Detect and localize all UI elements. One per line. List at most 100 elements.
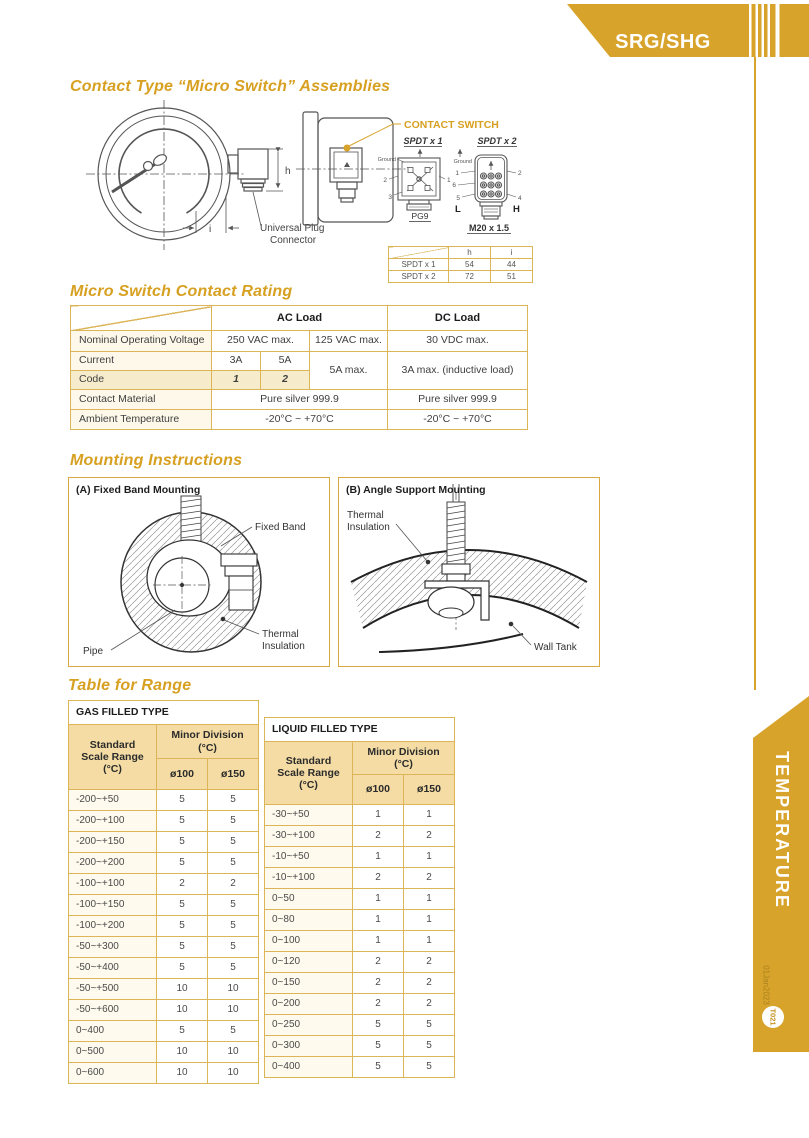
thermal-label-b1: Thermal: [347, 510, 384, 521]
table-row: AC Load DC Load: [70, 305, 529, 331]
range-cell: 0~80: [264, 909, 353, 931]
division-cell: 5: [402, 1035, 456, 1057]
page-number-badge: [762, 1006, 784, 1028]
table-row: -200~+200 5 5: [68, 852, 260, 874]
division-cell: 1: [352, 888, 404, 910]
division-cell: 1: [402, 804, 456, 826]
table-row: Ambient Temperature -20°C ~ +70°C -20°C …: [70, 409, 529, 430]
range-cell: -200~+150: [68, 831, 157, 853]
division-cell: 5: [352, 1035, 404, 1057]
liquid-filled-table: LIQUID FILLED TYPE Standard Scale Range …: [263, 717, 456, 1078]
range-cell: 0~500: [68, 1041, 157, 1063]
spdt2-pin4: 4: [518, 195, 522, 202]
table-row: -200~+50 5 5: [68, 789, 260, 811]
table-row: 0~150 2 2: [264, 972, 456, 994]
universal-plug-label-1: Universal Plug: [260, 223, 324, 234]
table-row: -200~+100 5 5: [68, 810, 260, 832]
voltage-ac2: 125 VAC max.: [308, 330, 389, 352]
division-cell: 2: [352, 993, 404, 1015]
side-tab-label: TEMPERATURE: [772, 751, 792, 909]
dim-i-label: i: [209, 224, 211, 235]
range-cell: 0~250: [264, 1014, 353, 1036]
range-cell: -50~+500: [68, 978, 157, 1000]
division-cell: 1: [352, 846, 404, 868]
d150-header: ø150: [402, 774, 456, 805]
division-cell: 5: [206, 789, 260, 811]
table-row: SPDT x 1 54 44: [388, 258, 533, 271]
table-row: -30~+50 1 1: [264, 804, 456, 826]
side-rule-line: [754, 57, 756, 690]
table-row: -10~+100 2 2: [264, 867, 456, 889]
contact-switch-leader: [348, 123, 401, 147]
page-number: T021: [769, 1008, 778, 1025]
table-row: -50~+600 10 10: [68, 999, 260, 1021]
range-cell: -100~+200: [68, 915, 157, 937]
division-cell: 5: [206, 957, 260, 979]
ambient-label: Ambient Temperature: [70, 409, 212, 430]
table-row: ø100 ø150: [69, 758, 260, 790]
division-cell: 1: [402, 846, 456, 868]
minor-division-header: Minor Division (°C): [351, 741, 456, 775]
table-row: Current 3A 5A 5A max. 3A max. (inductive…: [70, 351, 529, 390]
table-row: ø100 ø150: [265, 774, 456, 805]
contact-rating-table: AC Load DC Load Nominal Operating Voltag…: [70, 305, 529, 430]
section-title-rating: Micro Switch Contact Rating: [70, 283, 293, 300]
table-row: 0~500 10 10: [68, 1041, 260, 1063]
diagonal-cell: [70, 305, 212, 331]
spdt2-pin5: 5: [456, 195, 460, 202]
division-cell: 5: [206, 831, 260, 853]
range-cell: -100~+100: [68, 873, 157, 895]
division-cell: 10: [156, 1041, 208, 1063]
ambient-dc: -20°C ~ +70°C: [387, 409, 529, 430]
division-cell: 2: [206, 873, 260, 895]
table-row: 0~600 10 10: [68, 1062, 260, 1084]
division-cell: 5: [206, 852, 260, 874]
box-a-title: (A) Fixed Band Mounting: [76, 484, 201, 496]
division-cell: 1: [352, 804, 404, 826]
division-cell: 1: [402, 930, 456, 952]
range-cell: -200~+200: [68, 852, 157, 874]
spdt1-connector: [388, 149, 446, 211]
range-cell: 0~100: [264, 930, 353, 952]
range-cell: 0~200: [264, 993, 353, 1015]
dc-load-header: DC Load: [387, 305, 529, 331]
range-cell: -50~+600: [68, 999, 157, 1021]
liquid-type-header: LIQUID FILLED TYPE: [263, 717, 456, 742]
current-ac2: 5A max.: [308, 351, 389, 390]
table-row: 0~50 1 1: [264, 888, 456, 910]
gas-filled-table: GAS FILLED TYPE Standard Scale Range (°C…: [67, 700, 260, 1084]
division-cell: 5: [156, 936, 208, 958]
range-cell: 0~400: [264, 1056, 353, 1078]
division-cell: 5: [156, 789, 208, 811]
table-row: 0~400 5 5: [264, 1056, 456, 1078]
diagonal-cell: [388, 246, 449, 259]
hi-dimension-table: h i SPDT x 1 54 44 SPDT x 2 72 51: [388, 246, 533, 283]
scale-range-header: Standard Scale Range (°C): [68, 724, 157, 790]
division-cell: 10: [156, 999, 208, 1021]
gauge-front-view: [86, 100, 269, 250]
table-row: 0~300 5 5: [264, 1035, 456, 1057]
division-cell: 2: [352, 867, 404, 889]
scale-range-header: Standard Scale Range (°C): [264, 741, 353, 805]
division-cell: 5: [206, 810, 260, 832]
spdt1-pin3: 3: [388, 194, 392, 201]
range-cell: -10~+100: [264, 867, 353, 889]
current-3a: 3A: [211, 351, 261, 371]
division-cell: 5: [206, 1020, 260, 1042]
division-cell: 2: [352, 972, 404, 994]
division-cell: 5: [206, 894, 260, 916]
row-label: SPDT x 1: [388, 258, 449, 271]
fixed-band-label: Fixed Band: [255, 522, 306, 533]
division-cell: 5: [206, 936, 260, 958]
d100-header: ø100: [352, 774, 404, 805]
h-value: 72: [448, 270, 491, 283]
division-cell: 5: [352, 1014, 404, 1036]
range-cell: 0~600: [68, 1062, 157, 1084]
table-row: -10~+50 1 1: [264, 846, 456, 868]
m20-label: M20 x 1.5: [469, 223, 509, 233]
division-cell: 5: [156, 957, 208, 979]
voltage-dc: 30 VDC max.: [387, 330, 529, 352]
division-cell: 5: [156, 1020, 208, 1042]
minor-division-header: Minor Division (°C): [155, 724, 260, 759]
